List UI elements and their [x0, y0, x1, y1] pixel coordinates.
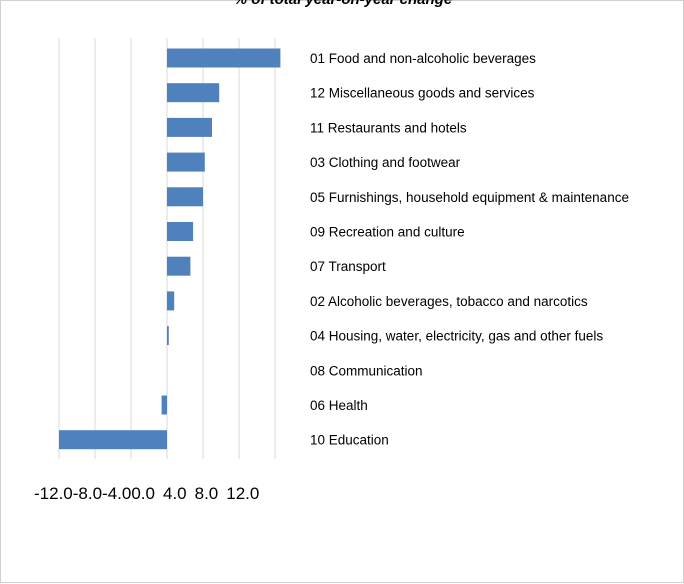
x-axis-tick-labels: -12.0 -8.0 -4.0 0.0 4.0 8.0 12.0 — [34, 484, 259, 503]
bar-11 — [59, 430, 167, 450]
category-label-5: 09 Recreation and culture — [310, 225, 465, 240]
bar-5 — [167, 222, 194, 241]
bar-1 — [167, 83, 220, 103]
category-label-6: 07 Transport — [310, 259, 386, 274]
bar-2 — [167, 117, 212, 137]
category-label-1: 12 Miscellaneous goods and services — [310, 86, 535, 101]
category-label-4: 05 Furnishings, household equipment & ma… — [310, 190, 629, 205]
tick-label-0: -12.0 — [34, 484, 73, 503]
gridlines — [58, 38, 276, 459]
chart-title: % of total year-on-year change — [1, 0, 684, 8]
bar-10 — [161, 395, 167, 415]
tick-label-3: 0.0 — [131, 484, 155, 503]
category-label-7: 02 Alcoholic beverages, tobacco and narc… — [310, 294, 588, 309]
category-label-9: 08 Communication — [310, 363, 423, 378]
category-labels: 01 Food and non-alcoholic beverages 12 Mi… — [310, 51, 629, 448]
bar-7 — [167, 291, 175, 311]
tick-label-1: -8.0 — [73, 484, 102, 503]
category-label-0: 01 Food and non-alcoholic beverages — [310, 51, 536, 66]
tick-label-6: 12.0 — [226, 484, 259, 503]
category-label-8: 04 Housing, water, electricity, gas and … — [310, 329, 603, 344]
bar-8 — [167, 326, 169, 346]
bars — [59, 48, 281, 450]
tick-label-4: 4.0 — [163, 484, 187, 503]
bar-4 — [167, 187, 203, 207]
category-label-2: 11 Restaurants and hotels — [310, 120, 467, 135]
bar-6 — [167, 256, 191, 276]
tick-label-5: 8.0 — [195, 484, 219, 503]
tick-label-2: -4.0 — [102, 484, 131, 503]
category-label-3: 03 Clothing and footwear — [310, 155, 461, 170]
category-label-11: 10 Education — [310, 433, 389, 448]
bar-0 — [167, 48, 281, 68]
category-label-10: 06 Health — [310, 398, 368, 413]
bar-3 — [167, 152, 205, 172]
